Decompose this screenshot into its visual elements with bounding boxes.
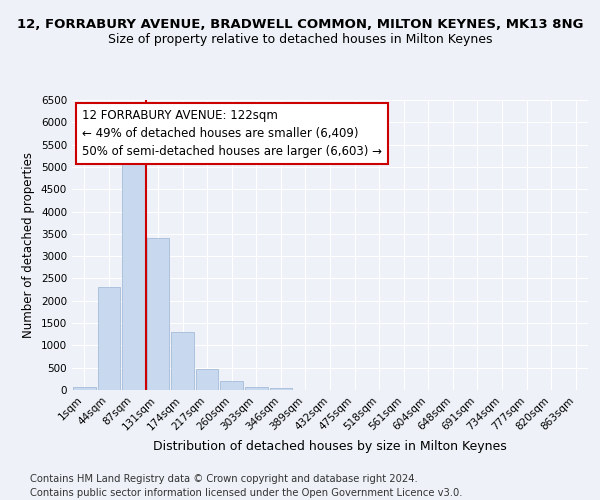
Bar	[196, 369, 218, 390]
Text: 12 FORRABURY AVENUE: 122sqm
← 49% of detached houses are smaller (6,409)
50% of : 12 FORRABURY AVENUE: 122sqm ← 49% of det…	[82, 108, 382, 158]
Y-axis label: Number of detached properties: Number of detached properties	[22, 152, 35, 338]
Text: Contains HM Land Registry data © Crown copyright and database right 2024.
Contai: Contains HM Land Registry data © Crown c…	[30, 474, 463, 498]
Bar	[171, 332, 194, 390]
Text: Size of property relative to detached houses in Milton Keynes: Size of property relative to detached ho…	[108, 32, 492, 46]
Bar	[122, 147, 145, 390]
Bar	[98, 288, 120, 390]
Text: 12, FORRABURY AVENUE, BRADWELL COMMON, MILTON KEYNES, MK13 8NG: 12, FORRABURY AVENUE, BRADWELL COMMON, M…	[17, 18, 583, 30]
Bar	[146, 238, 169, 390]
Bar	[73, 386, 95, 390]
X-axis label: Distribution of detached houses by size in Milton Keynes: Distribution of detached houses by size …	[153, 440, 507, 453]
Bar	[220, 381, 243, 390]
Bar	[245, 386, 268, 390]
Bar	[269, 388, 292, 390]
